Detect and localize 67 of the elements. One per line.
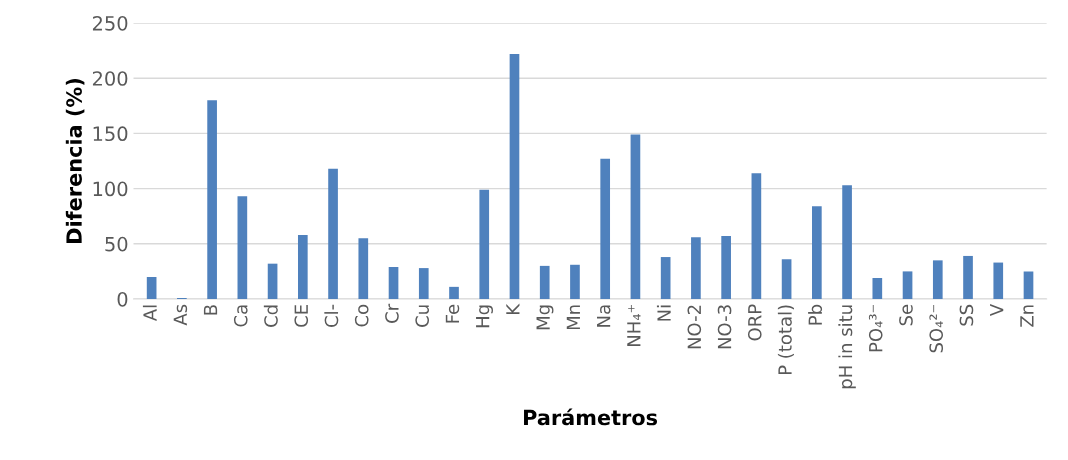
bar — [842, 185, 852, 299]
x-tick-label: NO-3 — [717, 305, 732, 349]
bar — [509, 53, 520, 299]
x-tick-label: Ni — [656, 305, 671, 321]
bar — [872, 278, 883, 299]
x-tick-label: PO₄³⁻ — [868, 305, 883, 352]
bar — [812, 206, 822, 299]
y-tick-label: 250 — [92, 15, 128, 31]
x-tick-label: NO-2 — [687, 305, 702, 349]
x-tick-label: pH in situ — [838, 305, 856, 389]
bar — [207, 100, 217, 299]
x-tick-label: Ca — [233, 305, 248, 327]
x-tick-label: Cd — [263, 305, 278, 327]
bar — [751, 173, 762, 299]
x-tick-label: NH₄⁺ — [627, 305, 641, 346]
x-axis-title: Parámetros — [524, 408, 658, 426]
y-tick-label: 0 — [117, 291, 128, 307]
bar — [660, 257, 671, 299]
x-tick-label: SS — [959, 304, 974, 326]
x-tick-label: ORP — [747, 304, 762, 341]
bar — [902, 271, 913, 299]
x-tick-label: Se — [899, 304, 913, 326]
x-tick-label: CE — [294, 305, 309, 327]
x-tick-label: Fe — [445, 304, 460, 323]
bar — [932, 260, 943, 299]
bar — [539, 265, 550, 299]
bar — [993, 262, 1004, 299]
bar — [388, 266, 399, 299]
x-tick-label: V — [990, 304, 1004, 317]
x-tick-label: Cu — [415, 305, 430, 327]
bar — [146, 276, 157, 299]
bar — [237, 196, 248, 299]
bar — [721, 236, 731, 299]
bar — [1023, 271, 1034, 299]
x-tick-label: Cr — [385, 303, 399, 323]
y-axis-title: Diferencia (%) — [65, 79, 85, 243]
bar — [570, 264, 580, 299]
x-tick-label: Al — [142, 305, 157, 322]
x-tick-label: Pb — [808, 304, 823, 325]
x-tick-label: B — [203, 305, 218, 315]
bar — [479, 189, 490, 299]
y-tick-label: 200 — [92, 71, 128, 86]
x-tick-label: Zn — [1020, 305, 1034, 327]
bar — [600, 158, 611, 299]
bar — [630, 134, 641, 299]
x-tick-label: Hg — [476, 305, 493, 328]
x-tick-label: Na — [597, 305, 611, 327]
x-tick-label: As — [173, 304, 188, 326]
bar — [449, 286, 459, 299]
bar — [781, 259, 792, 299]
bar — [691, 237, 701, 299]
x-tick-label: Mn — [566, 305, 580, 330]
y-tick-label: 150 — [93, 126, 128, 142]
x-tick-label: P (total) — [777, 305, 794, 375]
x-tick-label: Cl- — [324, 304, 339, 327]
bar — [297, 234, 308, 299]
bar — [358, 238, 369, 299]
y-tick-label: 50 — [105, 236, 128, 252]
y-tick-label: 100 — [93, 181, 128, 197]
bar — [418, 268, 429, 299]
x-tick-label: K — [506, 303, 520, 314]
bar — [963, 255, 973, 299]
bar — [328, 168, 338, 299]
bar — [267, 263, 278, 299]
x-tick-label: Mg — [536, 305, 554, 330]
x-tick-label: SO₄²⁻ — [929, 305, 944, 353]
x-tick-label: Co — [354, 304, 369, 327]
